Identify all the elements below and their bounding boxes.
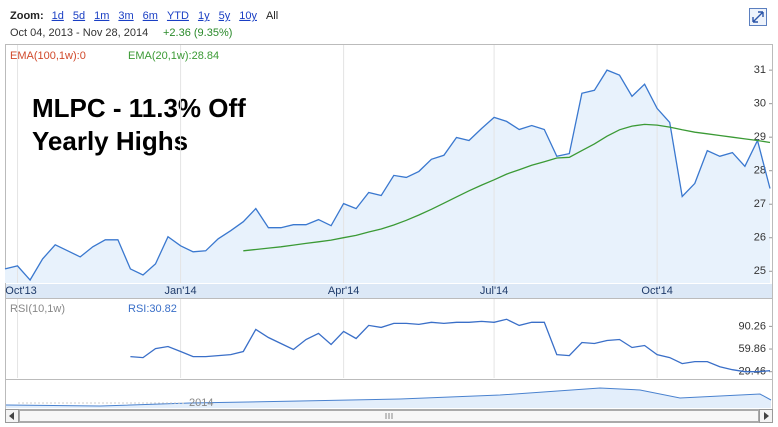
indicator-label: EMA(20,1w):28.84 bbox=[128, 50, 219, 62]
zoom-option[interactable]: 5d bbox=[73, 10, 85, 22]
zoom-option[interactable]: 1m bbox=[94, 10, 109, 22]
expand-button[interactable] bbox=[749, 8, 767, 26]
y-tick-label: 27 bbox=[754, 198, 766, 210]
price-change: +2.36 (9.35%) bbox=[163, 27, 232, 39]
zoom-option[interactable]: 6m bbox=[143, 10, 158, 22]
series-line bbox=[243, 123, 771, 252]
zoom-option[interactable]: 5y bbox=[219, 10, 231, 22]
zoom-option[interactable]: 10y bbox=[239, 10, 257, 22]
panel-title: RSI(10,1w) bbox=[10, 303, 65, 315]
y-tick-label: 28 bbox=[754, 165, 766, 177]
zoom-option[interactable]: 1y bbox=[198, 10, 210, 22]
x-axis-band bbox=[6, 284, 772, 298]
x-tick-label: Jan'14 bbox=[165, 285, 197, 297]
indicator-label: RSI:30.82 bbox=[128, 303, 177, 315]
chart-title: MLPC - 11.3% Off bbox=[32, 93, 246, 123]
navigator-line bbox=[5, 387, 772, 407]
y-tick-label: 90.26 bbox=[738, 320, 766, 332]
y-tick-label: 25 bbox=[754, 265, 766, 277]
x-tick-label: Oct'14 bbox=[641, 285, 672, 297]
y-tick-label: 26 bbox=[754, 232, 766, 244]
x-tick-label: Apr'14 bbox=[328, 285, 359, 297]
zoom-option[interactable]: 3m bbox=[118, 10, 133, 22]
series-line bbox=[130, 318, 771, 373]
x-tick-label: Oct'13 bbox=[5, 285, 36, 297]
zoom-option[interactable]: 1d bbox=[52, 10, 64, 22]
zoom-label: Zoom: bbox=[10, 10, 44, 22]
y-tick-label: 31 bbox=[754, 64, 766, 76]
date-range: Oct 04, 2013 - Nov 28, 2014 bbox=[10, 27, 148, 39]
zoom-option[interactable]: YTD bbox=[167, 10, 189, 22]
zoom-active: All bbox=[266, 10, 278, 22]
navigator-year: 2014 bbox=[189, 397, 213, 409]
y-tick-label: 30 bbox=[754, 98, 766, 110]
price-area bbox=[5, 70, 770, 283]
indicator-label: EMA(100,1w):0 bbox=[10, 50, 86, 62]
series-line bbox=[4, 69, 771, 282]
scrollbar[interactable] bbox=[5, 409, 773, 423]
chart-subtitle: Yearly Highs bbox=[32, 126, 188, 156]
x-tick-label: Jul'14 bbox=[480, 285, 508, 297]
y-tick-label: 59.86 bbox=[738, 343, 766, 355]
